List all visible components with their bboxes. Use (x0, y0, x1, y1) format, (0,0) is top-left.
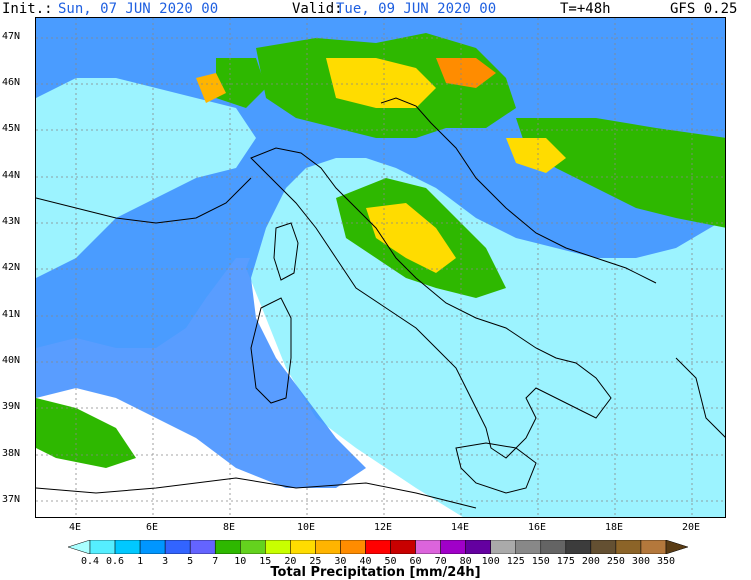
map-canvas (36, 18, 725, 517)
header: Init.: Sun, 07 JUN 2020 00 Valid: Tue, 0… (0, 0, 751, 18)
colorbar-level-label: 7 (212, 556, 219, 567)
lat-label-46n: 46N (2, 77, 21, 88)
colorbar-swatch (515, 540, 542, 554)
precip-band-yellow-italy (366, 203, 456, 273)
colorbar-swatch (315, 540, 341, 554)
colorbar-level-label: 1 (137, 556, 144, 567)
colorbar-swatch (465, 540, 491, 554)
lat-label-39n: 39N (2, 401, 21, 412)
lat-label-41n: 41N (2, 309, 21, 320)
colorbar-level-label: 40 (359, 556, 372, 567)
colorbar-level-label: 70 (434, 556, 447, 567)
coast-adriatic (380, 97, 657, 284)
lon-label-8e: 8E (222, 522, 236, 533)
colorbar-level-label: 125 (506, 556, 525, 567)
precip-band-green-sw (36, 398, 136, 468)
colorbar-level-label: 15 (259, 556, 272, 567)
colorbar-swatch (590, 540, 617, 554)
forecast-hour: T=+48h (560, 1, 611, 17)
colorbar-level-label: 250 (606, 556, 625, 567)
colorbar-swatch (340, 540, 366, 554)
colorbar-level-label: 10 (234, 556, 247, 567)
colorbar-swatch (640, 540, 667, 554)
colorbar-swatch (189, 540, 216, 554)
colorbar-swatch (290, 540, 316, 554)
colorbar-level-label: 60 (409, 556, 422, 567)
colorbar-level-label: 175 (556, 556, 575, 567)
precip-band-yellow-east (506, 138, 566, 173)
colorbar-swatch (490, 540, 516, 554)
colorbar-swatch (139, 540, 166, 554)
colorbar-level-label: 5 (187, 556, 194, 567)
colorbar-swatch (440, 540, 466, 554)
colorbar-swatch (240, 540, 266, 554)
lon-label-12e: 12E (373, 522, 393, 533)
lon-label-14e: 14E (450, 522, 470, 533)
lon-label-16e: 16E (527, 522, 547, 533)
colorbar-level-label: 80 (459, 556, 472, 567)
colorbar-max-arrow (665, 540, 688, 554)
grid-lines (36, 18, 725, 517)
precip-field (36, 18, 725, 517)
coast-italy (250, 147, 612, 459)
precip-colorbar (68, 540, 688, 554)
precip-band-yellow (326, 58, 436, 108)
valid-label: Valid: (292, 1, 343, 17)
lat-label-38n: 38N (2, 448, 21, 459)
lat-label-44n: 44N (2, 170, 21, 181)
lat-label-43n: 43N (2, 216, 21, 227)
colorbar-min-arrow (68, 540, 91, 554)
colorbar-level-label: 30 (334, 556, 347, 567)
lon-label-10e: 10E (296, 522, 316, 533)
lon-label-18e: 18E (604, 522, 624, 533)
valid-value: Tue, 09 JUN 2020 00 (336, 1, 497, 17)
colorbar-swatch (214, 540, 241, 554)
lat-label-47n: 47N (2, 31, 21, 42)
colorbar-swatch (114, 540, 141, 554)
lat-label-40n: 40N (2, 355, 21, 366)
colorbar-level-label: 0.4 (80, 556, 100, 567)
colorbar-level-label: 300 (631, 556, 650, 567)
colorbar-level-label: 25 (309, 556, 322, 567)
coastlines (36, 97, 725, 509)
colorbar-level-label: 100 (481, 556, 500, 567)
precip-band-green-east (516, 118, 725, 228)
lat-label-42n: 42N (2, 262, 21, 273)
colorbar-swatch (89, 540, 116, 554)
colorbar-level-label: 50 (384, 556, 397, 567)
colorbar-swatch (540, 540, 567, 554)
coast-sardinia (250, 297, 292, 404)
precip-band-orange (436, 58, 496, 88)
init-label: Init.: (2, 1, 53, 17)
precip-band-blue-west (216, 58, 266, 108)
colorbar-level-label: 150 (531, 556, 550, 567)
precip-band-orange-west (196, 73, 226, 103)
lat-label-37n: 37N (2, 494, 21, 505)
colorbar-level-label: 200 (581, 556, 600, 567)
lon-label-4e: 4E (68, 522, 82, 533)
colorbar-swatch (164, 540, 191, 554)
colorbar-level-label: 0.6 (106, 556, 125, 567)
colorbar-swatch (415, 540, 441, 554)
colorbar-level-label: 350 (656, 556, 676, 567)
coast-corsica (273, 222, 299, 281)
colorbar-swatch (390, 540, 416, 554)
colorbar-level-label: 20 (284, 556, 297, 567)
colorbar-swatch (265, 540, 291, 554)
coast-france (36, 177, 252, 224)
lat-label-45n: 45N (2, 123, 21, 134)
legend-title: Total Precipitation [mm/24h] (270, 565, 481, 580)
colorbar-swatch (365, 540, 391, 554)
init-value: Sun, 07 JUN 2020 00 (58, 1, 219, 17)
model-name: GFS 0.25 (670, 1, 738, 17)
lon-label-6e: 6E (145, 522, 159, 533)
precipitation-map (35, 17, 726, 518)
lon-label-20e: 20E (681, 522, 701, 533)
coast-africa (36, 477, 477, 509)
coast-greece (675, 357, 725, 438)
colorbar-swatch (565, 540, 592, 554)
colorbar-level-label: 3 (162, 556, 169, 567)
colorbar-swatch (615, 540, 642, 554)
coast-sicily (455, 442, 537, 494)
